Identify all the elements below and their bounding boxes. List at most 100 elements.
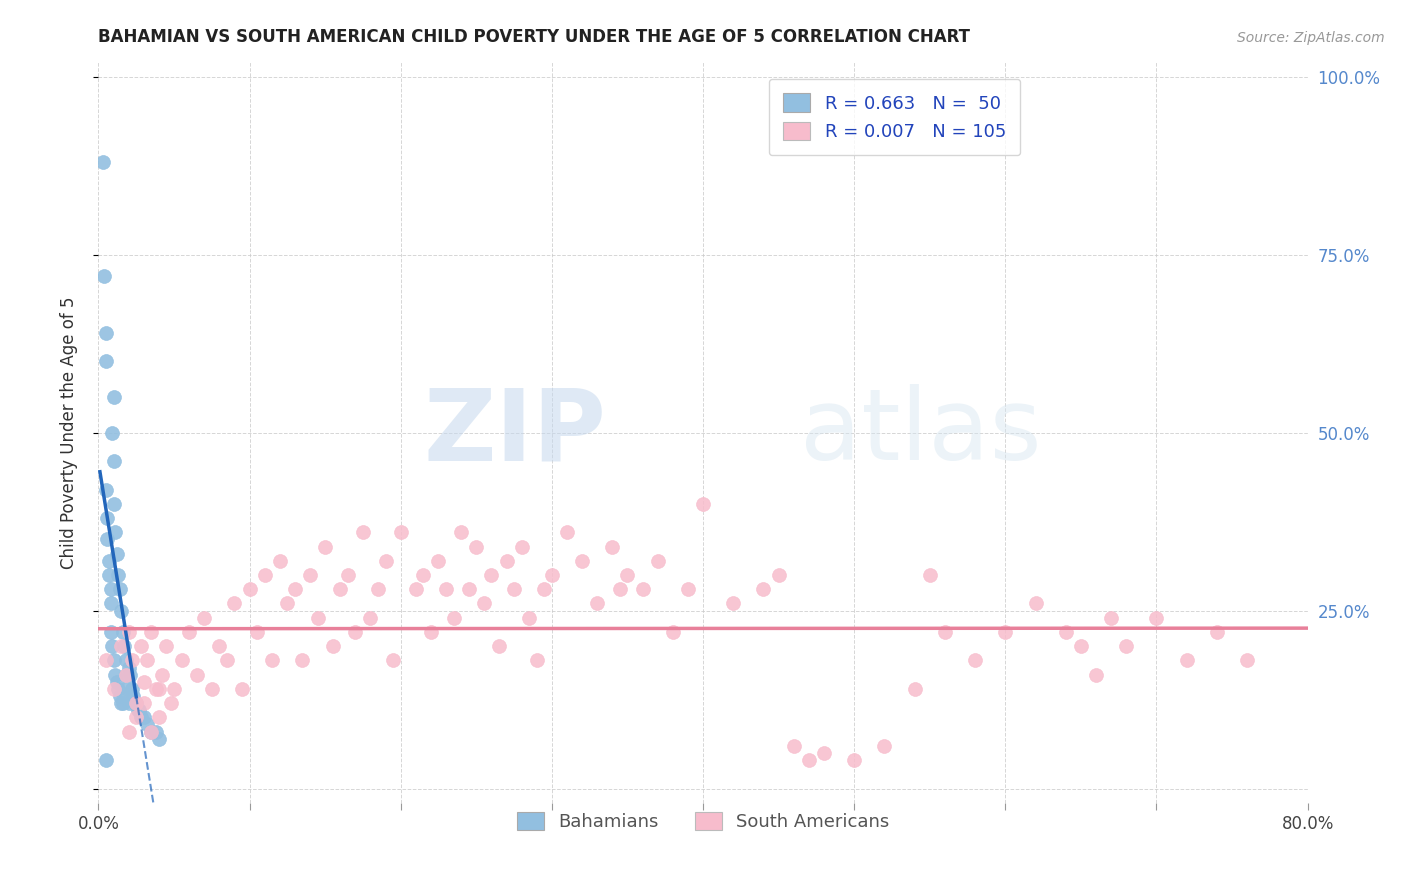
Point (104, 667, 127, 681)
Point (104, 525, 127, 540)
Point (129, 710, 152, 724)
Point (160, 696, 183, 710)
Point (96, 511, 118, 525)
Point (94, 653, 117, 667)
Point (132, 674, 155, 689)
Point (1085, 667, 1108, 681)
Point (163, 681, 186, 696)
Point (231, 681, 253, 696)
Point (120, 667, 142, 681)
Point (110, 604, 132, 618)
Point (201, 681, 224, 696)
Point (797, 753, 820, 767)
Point (269, 554, 291, 568)
Point (94, 483, 117, 497)
Point (555, 525, 578, 540)
Point (344, 624, 367, 639)
Point (145, 681, 167, 696)
Point (110, 639, 132, 653)
Point (125, 710, 148, 724)
Point (661, 624, 683, 639)
Point (215, 653, 238, 667)
Point (125, 696, 148, 710)
Point (94, 753, 117, 767)
Point (155, 639, 177, 653)
Point (427, 554, 450, 568)
Point (103, 681, 125, 696)
Point (103, 390, 125, 404)
Point (450, 525, 472, 540)
Point (1054, 624, 1077, 639)
Point (676, 582, 699, 597)
Point (488, 639, 510, 653)
Point (239, 582, 262, 597)
Point (768, 568, 790, 582)
Point (148, 731, 170, 746)
Point (148, 681, 170, 696)
Point (1099, 611, 1122, 625)
Point (135, 717, 157, 731)
Point (472, 597, 495, 611)
Point (540, 568, 562, 582)
Point (412, 568, 434, 582)
Point (112, 639, 135, 653)
Point (100, 624, 122, 639)
Point (98, 568, 121, 582)
Point (100, 597, 122, 611)
Point (148, 710, 170, 724)
Point (495, 554, 517, 568)
Point (91, 155, 114, 169)
Point (965, 653, 987, 667)
Point (96, 533, 118, 547)
Point (135, 653, 157, 667)
Point (517, 611, 540, 625)
Point (246, 624, 269, 639)
Point (132, 696, 155, 710)
Point (307, 611, 329, 625)
Point (94, 354, 117, 368)
Text: atlas: atlas (800, 384, 1042, 481)
Point (586, 597, 609, 611)
Point (93, 268, 115, 283)
Point (510, 540, 533, 554)
Point (103, 497, 125, 511)
Point (141, 724, 163, 739)
Point (844, 753, 866, 767)
Point (141, 624, 163, 639)
Point (291, 653, 314, 667)
Point (329, 582, 352, 597)
Point (322, 639, 344, 653)
Point (101, 639, 124, 653)
Point (121, 681, 143, 696)
Point (360, 611, 382, 625)
Point (389, 525, 412, 540)
Point (934, 624, 956, 639)
Point (434, 582, 457, 597)
Point (647, 554, 669, 568)
Point (918, 568, 941, 582)
Text: BAHAMIAN VS SOUTH AMERICAN CHILD POVERTY UNDER THE AGE OF 5 CORRELATION CHART: BAHAMIAN VS SOUTH AMERICAN CHILD POVERTY… (98, 28, 970, 45)
Point (94, 326, 117, 340)
Point (1236, 653, 1258, 667)
Point (118, 624, 141, 639)
Point (107, 681, 129, 696)
Point (994, 624, 1017, 639)
Y-axis label: Child Poverty Under the Age of 5: Child Poverty Under the Age of 5 (59, 296, 77, 569)
Point (98, 554, 121, 568)
Point (103, 454, 125, 468)
Point (125, 696, 148, 710)
Point (631, 582, 654, 597)
Point (723, 597, 745, 611)
Point (128, 703, 150, 717)
Point (314, 540, 336, 554)
Point (170, 653, 193, 667)
Point (107, 568, 129, 582)
Point (481, 568, 503, 582)
Point (100, 582, 122, 597)
Point (103, 653, 125, 667)
Point (118, 696, 141, 710)
Point (873, 739, 896, 753)
Point (299, 568, 322, 582)
Point (105, 674, 128, 689)
Point (752, 582, 775, 597)
